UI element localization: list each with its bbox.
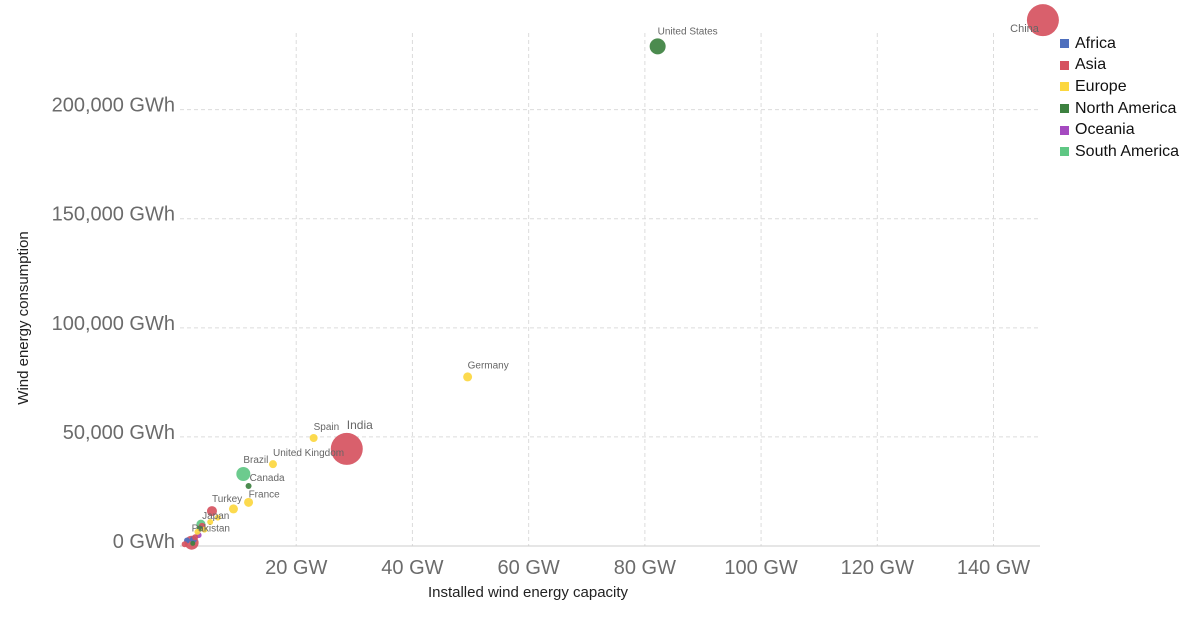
data-point-label: India xyxy=(347,418,373,432)
y-tick-label: 0 GWh xyxy=(113,531,175,553)
x-gridlines xyxy=(295,33,995,546)
legend-item[interactable]: South America xyxy=(1060,141,1179,163)
data-point-label: United Kingdom xyxy=(273,448,344,459)
data-point[interactable] xyxy=(649,38,666,55)
legend-swatch xyxy=(1060,104,1069,114)
legend-label: Europe xyxy=(1075,77,1127,95)
x-tick-label: 80 GW xyxy=(614,557,676,579)
legend-item[interactable]: Europe xyxy=(1060,76,1179,98)
data-point-label: Japan xyxy=(202,511,229,522)
x-tick-label: 100 GW xyxy=(724,557,797,579)
data-point-label: United States xyxy=(658,26,718,37)
data-point[interactable] xyxy=(228,504,238,514)
data-point-label: China xyxy=(1010,23,1040,35)
x-tick-label: 60 GW xyxy=(498,557,560,579)
y-tick-label: 50,000 GWh xyxy=(63,422,175,444)
legend-label: North America xyxy=(1075,99,1177,117)
y-tick-label: 150,000 GWh xyxy=(52,204,175,226)
data-point[interactable] xyxy=(463,372,473,382)
legend-swatch xyxy=(1060,125,1069,135)
legend-item[interactable]: Africa xyxy=(1060,33,1179,55)
data-point-label: France xyxy=(249,489,281,500)
y-tick-labels: 0 GWh 50,000 GWh 100,000 GWh 150,000 GWh 200… xyxy=(52,95,175,553)
data-point[interactable] xyxy=(181,541,188,548)
x-tick-label: 140 GW xyxy=(957,557,1030,579)
y-tick-label: 200,000 GWh xyxy=(52,95,175,117)
data-point-label: Canada xyxy=(250,473,285,484)
data-point[interactable] xyxy=(206,506,217,517)
data-point[interactable] xyxy=(268,460,277,469)
legend-label: Asia xyxy=(1075,56,1107,74)
data-point-label: Pakistan xyxy=(192,524,230,535)
legend-swatch xyxy=(1060,39,1069,49)
data-point[interactable] xyxy=(190,540,196,546)
legend-swatch xyxy=(1060,60,1069,70)
legend-swatch xyxy=(1060,82,1069,92)
data-point-label: Spain xyxy=(314,422,340,433)
x-tick-labels: 20 GW 40 GW 60 GW 80 GW 100 GW 120 GW 140 GW xyxy=(265,557,1030,579)
x-tick-label: 20 GW xyxy=(265,557,327,579)
data-point[interactable] xyxy=(214,514,221,521)
x-tick-label: 40 GW xyxy=(381,557,443,579)
legend-item[interactable]: Oceania xyxy=(1060,119,1179,141)
data-point-label: Turkey xyxy=(212,494,242,505)
y-gridlines xyxy=(180,109,1040,438)
legend: Africa Asia Europe North America Oceania Sout… xyxy=(1060,33,1179,163)
data-point[interactable] xyxy=(330,432,363,465)
data-point[interactable] xyxy=(236,467,251,481)
legend-swatch xyxy=(1060,147,1069,157)
y-axis-label: Wind energy consumption xyxy=(15,231,32,404)
legend-item[interactable]: Asia xyxy=(1060,55,1179,77)
data-point[interactable] xyxy=(192,534,199,541)
data-point[interactable] xyxy=(1026,4,1059,37)
data-point-labels: China United States Germany India Spain Unite… xyxy=(192,23,1040,535)
data-point[interactable] xyxy=(245,483,252,489)
legend-label: Africa xyxy=(1075,34,1116,52)
legend-label: Oceania xyxy=(1075,121,1135,139)
data-point[interactable] xyxy=(309,434,318,442)
data-point[interactable] xyxy=(194,528,201,535)
data-point[interactable] xyxy=(207,519,214,525)
x-axis-label: Installed wind energy capacity xyxy=(428,584,629,601)
legend-item[interactable]: North America xyxy=(1060,98,1179,120)
data-point-label: Brazil xyxy=(243,455,268,466)
data-point[interactable] xyxy=(244,497,254,507)
x-tick-label: 120 GW xyxy=(841,557,914,579)
data-points xyxy=(181,4,1059,550)
data-point-label: Germany xyxy=(468,360,509,371)
y-tick-label: 100,000 GWh xyxy=(52,313,175,335)
data-point[interactable] xyxy=(201,526,208,533)
legend-label: South America xyxy=(1075,142,1180,160)
